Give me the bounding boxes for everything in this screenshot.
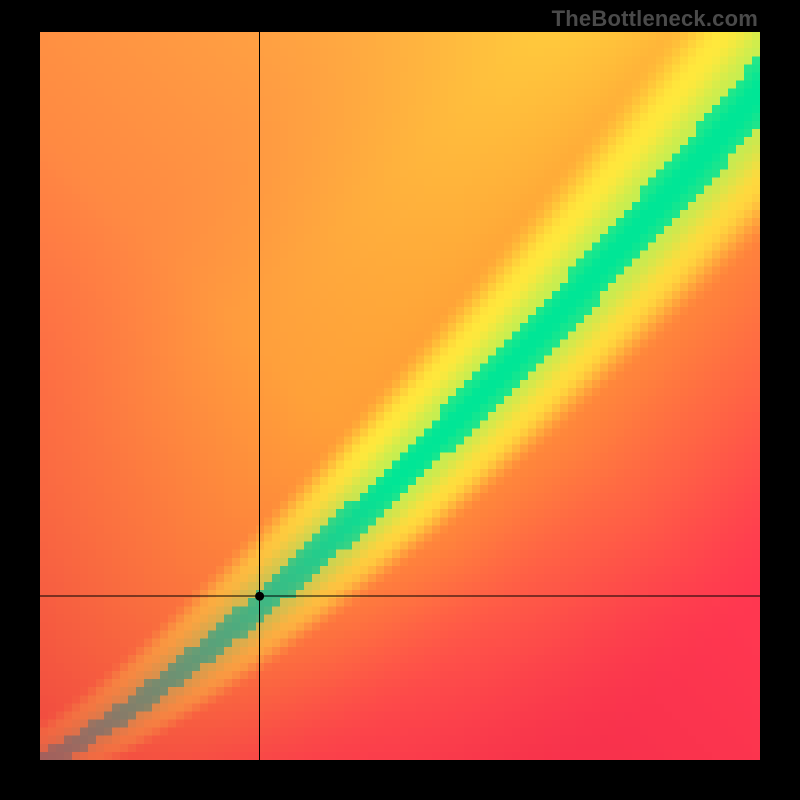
- heatmap-canvas: [40, 32, 760, 760]
- watermark-text: TheBottleneck.com: [552, 6, 758, 32]
- plot-area: [40, 32, 760, 760]
- chart-container: { "watermark": { "text": "TheBottleneck.…: [0, 0, 800, 800]
